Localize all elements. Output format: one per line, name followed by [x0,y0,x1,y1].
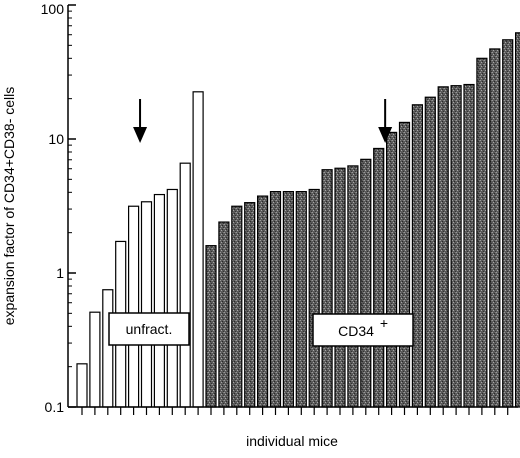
bar-series-1-11 [347,165,359,408]
group-label-cd34-text: CD34 [338,323,374,339]
group-label-unfract-text: unfract. [126,321,173,337]
group-label-unfract: unfract. [108,312,190,346]
bar-series-1-20 [463,83,475,408]
arrow-down-icon [133,99,148,143]
bar-series-1-18 [437,86,449,408]
bar-series-1-16 [411,104,423,408]
group-label-cd34-superscript: + [380,315,388,331]
group-label-cd34-main: CD34 [338,323,374,339]
bar-series-0-2 [102,289,114,408]
y-axis-ticks: 0.1 1 10 100 [41,1,76,415]
bar-series-1-15 [398,121,411,408]
bar-series-0-8 [179,162,191,408]
y-axis-title: expansion factor of CD34+CD38- cells [1,87,17,326]
bar-series-1-23 [502,39,514,408]
bar-series-1-7 [295,191,307,408]
bar-series-1-21 [476,57,488,408]
bar-series-1-17 [424,96,436,408]
y-tick-label: 10 [48,131,64,147]
bar-series-1-14 [386,131,398,408]
arrow-down-icon [378,99,393,143]
bar-series-1-10 [334,167,346,408]
bar-series-0-4 [128,205,140,408]
bar-series-0-9 [192,91,204,408]
group-label-unfract-box [108,312,190,346]
bar-series-1-22 [489,48,501,408]
x-axis-ticks [81,407,520,415]
y-tick-label: 1 [56,265,64,281]
annotation-arrows [133,99,393,143]
bars-group [76,32,520,408]
bar-series-0-5 [140,201,153,408]
bar-series-1-12 [360,158,372,408]
y-tick-label: 100 [41,1,65,17]
bar-series-1-3 [244,202,256,408]
bar-series-1-9 [321,169,333,408]
bar-series-1-6 [282,191,294,408]
group-label-cd34-box [312,313,414,347]
bar-series-1-5 [269,191,282,408]
x-axis-title: individual mice [246,433,338,449]
bar-series-1-13 [373,147,385,408]
bar-series-1-19 [450,85,462,408]
bar-series-0-7 [166,188,178,408]
bar-series-1-0 [205,245,217,408]
bar-series-1-2 [231,205,243,408]
bar-series-1-8 [308,188,320,408]
y-tick-label: 0.1 [45,399,65,415]
bar-series-0-0 [76,363,88,408]
bar-series-1-24 [514,32,520,408]
bar-series-1-4 [257,195,269,408]
bar-series-0-6 [153,193,165,408]
group-label-cd34: CD34 + [312,313,414,347]
bar-series-1-1 [218,221,230,408]
bar-series-0-1 [89,311,101,408]
